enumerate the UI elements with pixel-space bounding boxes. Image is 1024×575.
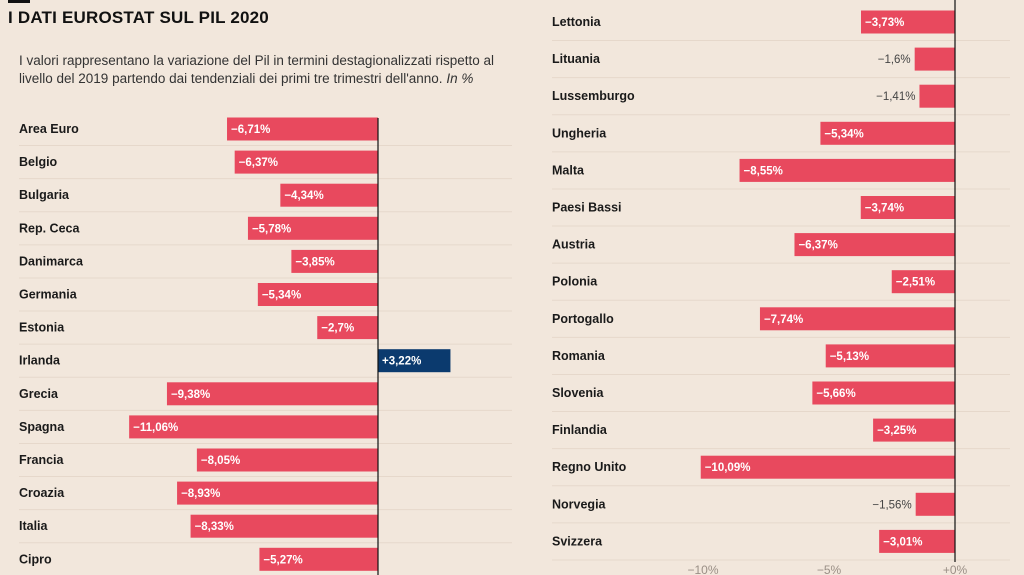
right-value-label-finlandia: −3,25% — [877, 425, 916, 437]
right-value-label-romania: −5,13% — [830, 351, 869, 363]
right-value-label-austria: −6,37% — [798, 240, 837, 252]
left-bar-danimarca — [291, 249, 378, 273]
right-value-label-norvegia: −1,56% — [872, 499, 911, 511]
right-x-tick-label: −10% — [687, 563, 718, 575]
right-value-label-slovenia: −5,66% — [816, 388, 855, 400]
left-value-label-francia: −8,05% — [201, 455, 240, 467]
right-category-label-malta: Malta — [552, 163, 585, 177]
left-value-label-danimarca: −3,85% — [295, 256, 334, 268]
left-value-label-irlanda: +3,22% — [382, 356, 421, 368]
left-category-label-spagna: Spagna — [19, 420, 65, 434]
right-x-tick-label: +0% — [943, 563, 968, 575]
right-category-label-ungheria: Ungheria — [552, 126, 607, 140]
left-category-label-rep-ceca: Rep. Ceca — [19, 221, 80, 235]
right-bar-slovenia — [812, 381, 955, 405]
left-value-label-spagna: −11,06% — [133, 422, 178, 434]
right-category-label-lettonia: Lettonia — [552, 15, 602, 29]
right-category-label-finlandia: Finlandia — [552, 423, 608, 437]
left-value-label-bulgaria: −4,34% — [284, 190, 323, 202]
right-bar-regno-unito — [700, 455, 955, 479]
right-value-label-paesi-bassi: −3,74% — [865, 203, 904, 215]
left-bar-grecia — [166, 382, 378, 406]
right-bar-ungheria — [820, 121, 955, 145]
left-value-label-estonia: −2,7% — [321, 323, 354, 335]
right-value-label-polonia: −2,51% — [896, 277, 935, 289]
left-category-label-area-euro: Area Euro — [19, 122, 79, 136]
left-bar-rep-ceca — [247, 216, 378, 240]
right-x-tick-label: −5% — [817, 563, 842, 575]
right-bar-norvegia — [915, 492, 955, 516]
right-category-label-slovenia: Slovenia — [552, 386, 604, 400]
right-bar-finlandia — [873, 418, 955, 442]
right-value-label-ungheria: −5,34% — [824, 128, 863, 140]
right-category-label-paesi-bassi: Paesi Bassi — [552, 201, 622, 215]
right-category-label-portogallo: Portogallo — [552, 312, 614, 326]
left-value-label-germania: −5,34% — [262, 290, 301, 302]
left-value-label-rep-ceca: −5,78% — [252, 223, 291, 235]
right-bar-paesi-bassi — [860, 196, 955, 219]
left-bar-area-euro — [227, 117, 378, 141]
left-bar-estonia — [317, 316, 378, 340]
left-bar-croazia — [177, 481, 378, 505]
right-category-label-regno-unito: Regno Unito — [552, 460, 627, 474]
right-value-label-regno-unito: −10,09% — [705, 462, 751, 474]
left-bar-francia — [196, 448, 378, 472]
left-bar-irlanda — [378, 349, 451, 373]
subtitle-text: I valori rappresentano la variazione del… — [19, 53, 494, 86]
right-category-label-romania: Romania — [552, 349, 606, 363]
right-value-label-lettonia: −3,73% — [865, 17, 904, 29]
right-bar-svizzera — [879, 529, 955, 553]
left-bar-chart: Area Euro −6,71% Belgio −6,37% Bulgaria −4,34… — [19, 117, 512, 575]
left-category-label-germania: Germania — [19, 288, 78, 302]
right-value-label-svizzera: −3,01% — [883, 536, 922, 548]
left-value-label-croazia: −8,93% — [181, 488, 220, 500]
right-bar-malta — [739, 158, 955, 182]
left-category-label-croazia: Croazia — [19, 486, 65, 500]
right-value-label-portogallo: −7,74% — [764, 314, 803, 326]
chart-title: I DATI EUROSTAT SUL PIL 2020 — [8, 8, 269, 27]
left-bar-germania — [257, 283, 378, 306]
left-category-label-grecia: Grecia — [19, 387, 59, 401]
left-category-label-bulgaria: Bulgaria — [19, 188, 70, 202]
right-value-label-lussemburgo: −1,41% — [876, 91, 915, 103]
left-category-label-irlanda: Irlanda — [19, 354, 61, 368]
left-category-label-belgio: Belgio — [19, 155, 58, 169]
left-bar-spagna — [129, 415, 378, 439]
left-category-label-cipro: Cipro — [19, 552, 52, 566]
left-category-label-danimarca: Danimarca — [19, 254, 84, 268]
right-category-label-lituania: Lituania — [552, 52, 601, 66]
left-value-label-belgio: −6,37% — [239, 157, 278, 169]
left-bar-bulgaria — [280, 183, 378, 207]
right-bar-polonia — [891, 270, 955, 294]
left-category-label-italia: Italia — [19, 519, 49, 533]
left-value-label-area-euro: −6,71% — [231, 124, 270, 136]
left-bar-cipro — [259, 547, 378, 571]
right-value-label-lituania: −1,6% — [878, 54, 911, 66]
right-category-label-polonia: Polonia — [552, 275, 598, 289]
left-value-label-grecia: −9,38% — [171, 389, 210, 401]
left-bar-italia — [190, 514, 378, 538]
right-bar-austria — [794, 233, 955, 257]
subtitle-unit: In % — [446, 71, 474, 86]
title-accent-bar — [8, 0, 30, 3]
left-category-label-francia: Francia — [19, 453, 65, 467]
right-bar-romania — [825, 344, 955, 368]
right-value-label-malta: −8,55% — [744, 165, 783, 177]
right-category-label-austria: Austria — [552, 238, 596, 252]
left-value-label-italia: −8,33% — [195, 521, 234, 533]
left-category-label-estonia: Estonia — [19, 321, 65, 335]
chart-subtitle: I valori rappresentano la variazione del… — [19, 52, 509, 88]
right-category-label-norvegia: Norvegia — [552, 497, 607, 511]
right-bar-lettonia — [861, 10, 955, 34]
right-bar-lussemburgo — [919, 84, 955, 108]
left-bar-belgio — [234, 150, 378, 174]
right-category-label-lussemburgo: Lussemburgo — [552, 89, 635, 103]
right-bar-lituania — [914, 47, 955, 71]
left-value-label-cipro: −5,27% — [263, 554, 302, 566]
right-bar-portogallo — [759, 307, 955, 331]
right-category-label-svizzera: Svizzera — [552, 534, 603, 548]
